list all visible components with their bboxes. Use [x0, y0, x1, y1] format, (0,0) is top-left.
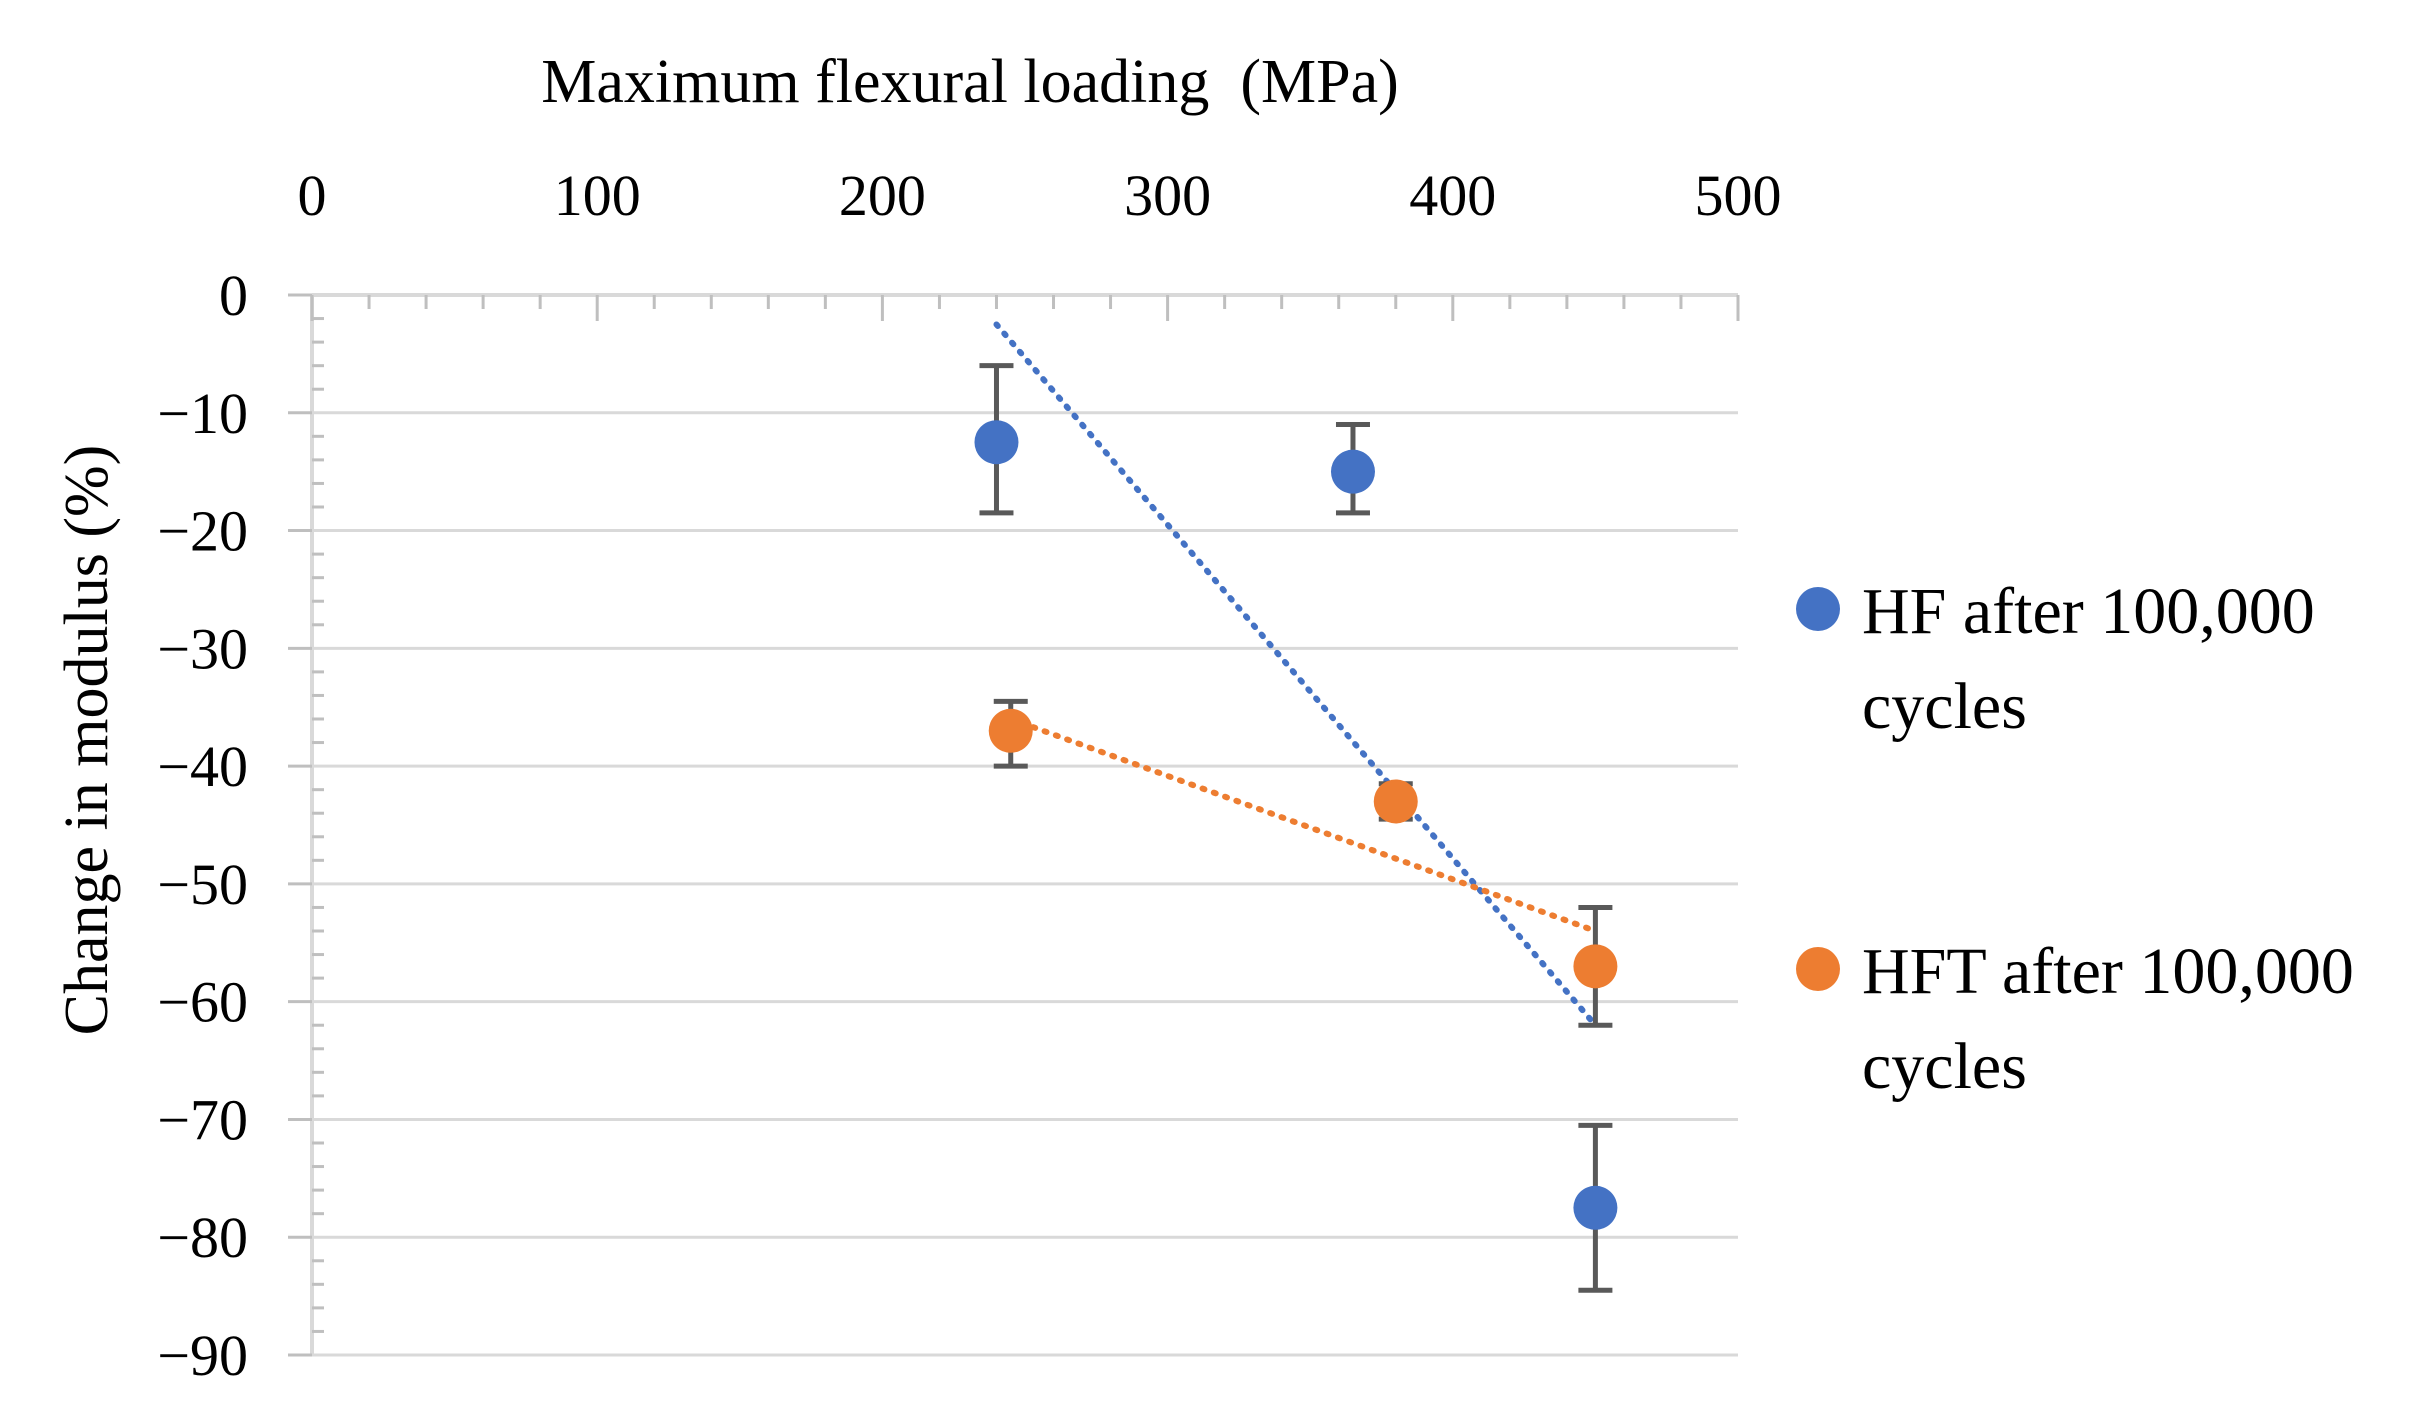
legend-label-hft-line1: HFT after 100,000 — [1862, 935, 2354, 1008]
tick-labels: 0 100 200 300 400 500 0 −10 −20 −30 −40 −50 −60 −70 −8… — [157, 163, 1781, 1388]
y-tick-label-2: −20 — [157, 499, 248, 564]
legend-item-hf: HF after 100,000 cycles — [1796, 575, 2315, 743]
y-tick-label-9: −90 — [157, 1323, 248, 1388]
x-tick-label-3: 300 — [1124, 163, 1211, 228]
y-tick-label-0: 0 — [219, 263, 248, 328]
point-hf-1 — [1330, 449, 1375, 494]
legend: HF after 100,000 cycles HFT after 100,00… — [1796, 575, 2354, 1103]
trendline-hft — [1007, 716, 1599, 934]
x-tick-label-5: 500 — [1695, 163, 1782, 228]
point-hft-2 — [1573, 944, 1618, 989]
gridlines — [312, 411, 1738, 1357]
point-hf-2 — [1573, 1185, 1618, 1230]
y-axis-title: Change in modulus (%) — [53, 445, 121, 1036]
legend-label-hf-line1: HF after 100,000 — [1862, 575, 2315, 648]
legend-marker-hf — [1796, 587, 1840, 631]
y-tick-label-3: −30 — [157, 616, 248, 681]
axes — [288, 293, 1740, 1357]
y-tick-label-6: −60 — [157, 970, 248, 1035]
point-hft-1 — [1373, 779, 1418, 824]
legend-label-hf-line2: cycles — [1862, 670, 2027, 743]
y-tick-label-4: −40 — [157, 734, 248, 799]
y-tick-label-5: −50 — [157, 852, 248, 917]
data-points — [974, 420, 1618, 1230]
x-tick-label-4: 400 — [1409, 163, 1496, 228]
legend-label-hft-line2: cycles — [1862, 1030, 2027, 1103]
legend-marker-hft — [1796, 947, 1840, 991]
legend-item-hft: HFT after 100,000 cycles — [1796, 935, 2354, 1103]
y-tick-label-1: −10 — [157, 381, 248, 446]
trendlines — [993, 321, 1599, 1029]
point-hf-0 — [974, 420, 1019, 465]
x-tick-label-0: 0 — [298, 163, 327, 228]
y-tick-label-7: −70 — [157, 1087, 248, 1152]
x-tick-label-1: 100 — [554, 163, 641, 228]
x-tick-label-2: 200 — [839, 163, 926, 228]
trendline-hf — [993, 321, 1599, 1029]
point-hft-0 — [988, 708, 1033, 753]
y-tick-label-8: −80 — [157, 1205, 248, 1270]
x-axis-title: Maximum flexural loading (MPa) — [541, 48, 1399, 116]
